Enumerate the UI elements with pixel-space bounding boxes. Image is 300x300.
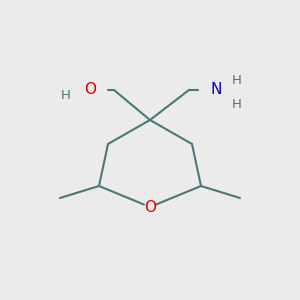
Text: H: H [232,98,242,112]
Text: O: O [144,200,156,214]
Text: O: O [84,82,96,98]
Text: H: H [232,74,242,88]
Text: H: H [61,89,71,103]
Text: N: N [210,82,222,98]
